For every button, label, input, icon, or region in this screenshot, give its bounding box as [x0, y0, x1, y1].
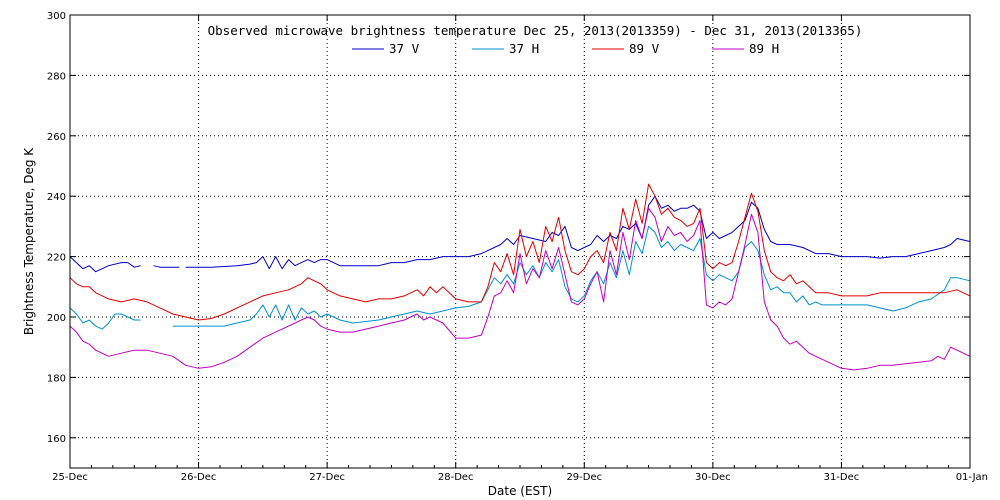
y-tick-label: 240 — [47, 192, 66, 203]
chart-title: Observed microwave brightness temperatur… — [208, 23, 863, 38]
x-tick-label: 26-Dec — [181, 472, 217, 483]
series-line-37-h — [69, 225, 971, 330]
x-tick-label: 29-Dec — [566, 472, 602, 483]
legend-label-37-h: 37 H — [509, 41, 539, 56]
y-tick-label: 300 — [47, 11, 66, 22]
y-tick-label: 220 — [47, 253, 66, 264]
y-axis-label: Brightness Temperature, Deg K — [22, 147, 36, 335]
series-line-37-v — [69, 195, 971, 273]
series-line-89-h — [69, 207, 971, 371]
series-lines — [69, 183, 971, 371]
x-axis-label: Date (EST) — [488, 484, 552, 498]
grid-lines — [70, 15, 970, 468]
y-tick-label: 280 — [47, 71, 66, 82]
tick-labels: 160 180 200 220 240 260 280 300 25-Dec 26-Dec 27-D… — [47, 11, 988, 483]
legend-label-89-v: 89 V — [629, 41, 660, 56]
x-tick-label: 28-Dec — [438, 472, 474, 483]
x-tick-label: 31-Dec — [824, 472, 860, 483]
plot-frame — [69, 14, 971, 469]
y-tick-label: 160 — [47, 434, 66, 445]
x-tick-label: 01-Jan — [956, 472, 988, 483]
legend-label-89-h: 89 H — [749, 41, 779, 56]
axis-ticks — [69, 14, 971, 468]
series-line-89-v — [69, 183, 971, 321]
x-tick-label: 30-Dec — [695, 472, 731, 483]
legend-label-37-v: 37 V — [389, 41, 420, 56]
y-tick-label: 260 — [47, 132, 66, 143]
y-tick-label: 200 — [47, 313, 66, 324]
y-tick-label: 180 — [47, 373, 66, 384]
legend: 37 V 37 H 89 V 89 H — [352, 41, 779, 56]
x-tick-label: 27-Dec — [309, 472, 345, 483]
x-tick-label: 25-Dec — [52, 472, 88, 483]
